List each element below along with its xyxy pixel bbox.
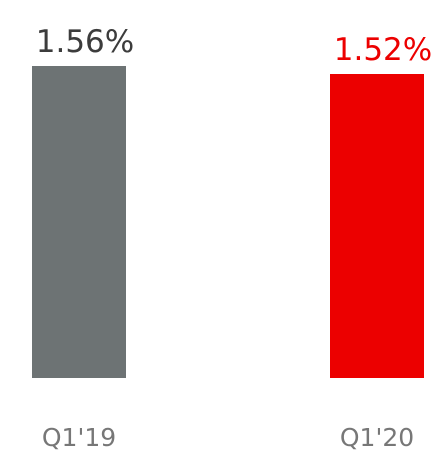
bar [32, 66, 126, 378]
x-tick-label: Q1'19 [42, 423, 116, 452]
value-label: 1.52% [334, 32, 432, 68]
bar [330, 74, 424, 378]
x-tick-label: Q1'20 [340, 423, 414, 452]
value-label: 1.56% [36, 24, 134, 60]
